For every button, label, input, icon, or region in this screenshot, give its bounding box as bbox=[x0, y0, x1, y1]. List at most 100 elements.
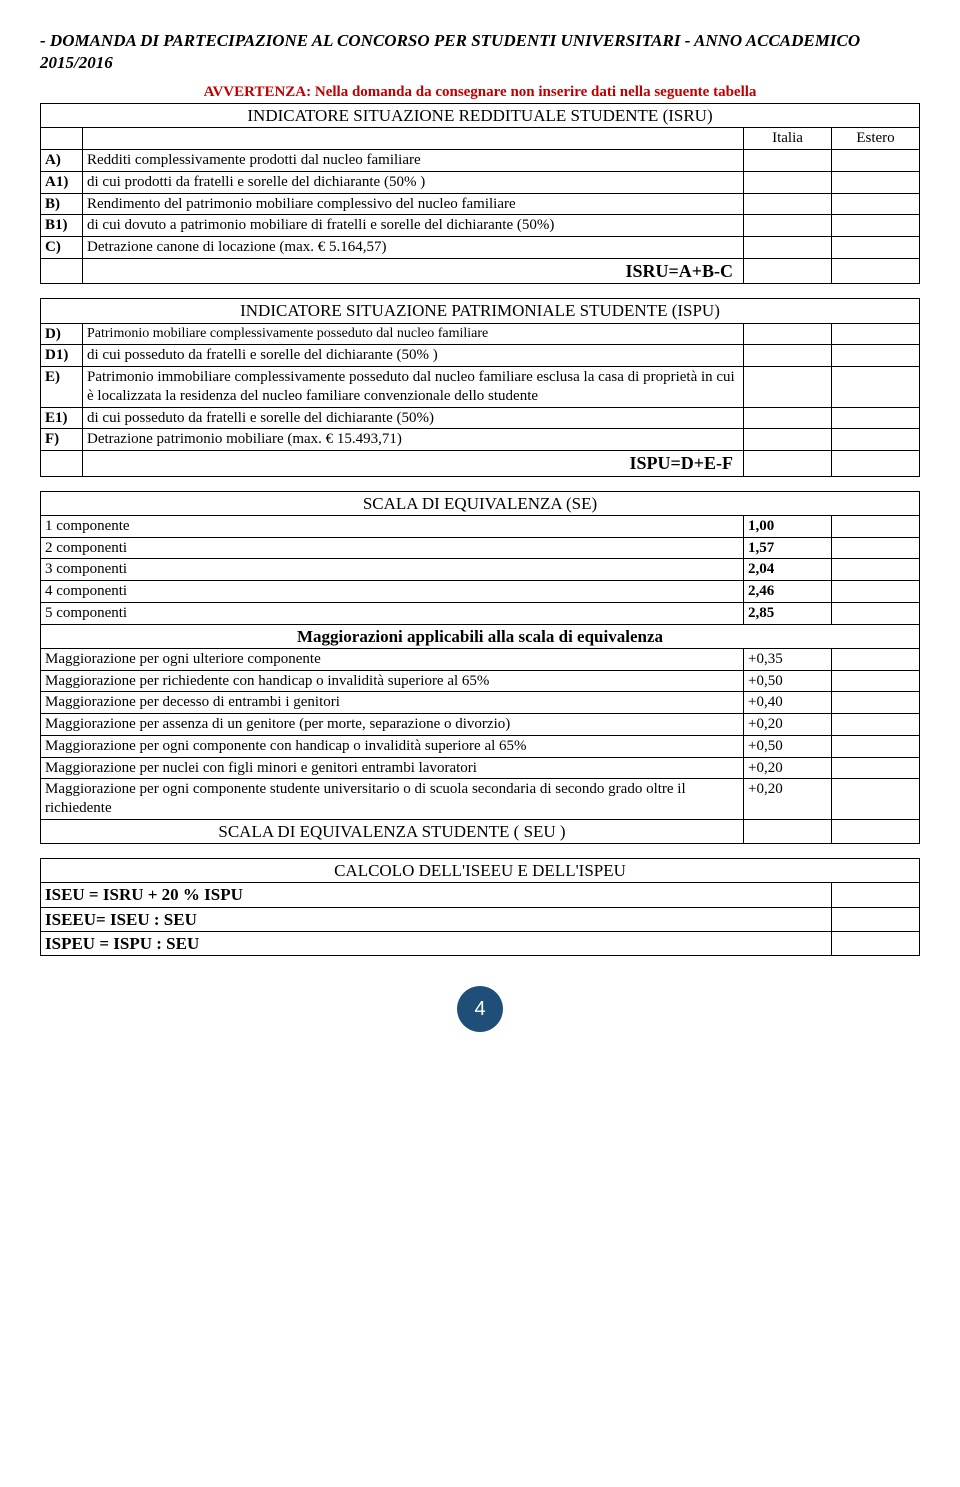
value-cell-estero bbox=[832, 215, 920, 237]
col-estero: Estero bbox=[832, 128, 920, 150]
empty-cell bbox=[41, 451, 83, 477]
componente-label: 4 componenti bbox=[41, 581, 744, 603]
empty-cell bbox=[41, 258, 83, 284]
value-cell-estero bbox=[832, 193, 920, 215]
isru-row: B1) di cui dovuto a patrimonio mobiliare… bbox=[41, 215, 920, 237]
maggiorazione-value: +0,50 bbox=[744, 670, 832, 692]
empty-cell bbox=[83, 128, 744, 150]
value-cell-1 bbox=[744, 451, 832, 477]
row-key: A) bbox=[41, 150, 83, 172]
ispu-row: D) Patrimonio mobiliare complessivamente… bbox=[41, 323, 920, 345]
componente-label: 1 componente bbox=[41, 515, 744, 537]
maggiorazione-value: +0,50 bbox=[744, 735, 832, 757]
value-cell-2 bbox=[832, 367, 920, 408]
maggiorazione-row: Maggiorazione per ogni ulteriore compone… bbox=[41, 648, 920, 670]
value-cell bbox=[832, 602, 920, 624]
row-key: E) bbox=[41, 367, 83, 408]
row-text: Detrazione patrimonio mobiliare (max. € … bbox=[83, 429, 744, 451]
se-table: SCALA DI EQUIVALENZA (SE) 1 componente 1… bbox=[40, 491, 920, 845]
calc-formula: ISPEU = ISPU : SEU bbox=[41, 931, 832, 955]
value-cell-1 bbox=[744, 367, 832, 408]
row-key: D) bbox=[41, 323, 83, 345]
row-text: Rendimento del patrimonio mobiliare comp… bbox=[83, 193, 744, 215]
se-componente-row: 3 componenti 2,04 bbox=[41, 559, 920, 581]
maggiorazioni-title: Maggiorazioni applicabili alla scala di … bbox=[41, 624, 920, 648]
doc-title: - DOMANDA DI PARTECIPAZIONE AL CONCORSO … bbox=[40, 30, 920, 74]
maggiorazione-value: +0,20 bbox=[744, 714, 832, 736]
value-cell-1 bbox=[744, 323, 832, 345]
value-cell-estero bbox=[832, 258, 920, 284]
maggiorazione-row: Maggiorazione per nuclei con figli minor… bbox=[41, 757, 920, 779]
se-componente-row: 4 componenti 2,46 bbox=[41, 581, 920, 603]
avvertenza-warning: AVVERTENZA: Nella domanda da consegnare … bbox=[40, 84, 920, 101]
page-number: 4 bbox=[457, 986, 503, 1032]
value-cell-2 bbox=[832, 323, 920, 345]
row-key: B1) bbox=[41, 215, 83, 237]
value-cell-2 bbox=[832, 345, 920, 367]
maggiorazione-value: +0,20 bbox=[744, 757, 832, 779]
ispu-table: INDICATORE SITUAZIONE PATRIMONIALE STUDE… bbox=[40, 298, 920, 476]
se-componente-row: 1 componente 1,00 bbox=[41, 515, 920, 537]
row-text: Detrazione canone di locazione (max. € 5… bbox=[83, 237, 744, 259]
row-text: di cui prodotti da fratelli e sorelle de… bbox=[83, 171, 744, 193]
componente-value: 1,57 bbox=[744, 537, 832, 559]
row-key: D1) bbox=[41, 345, 83, 367]
value-cell bbox=[832, 537, 920, 559]
row-text: Redditi complessivamente prodotti dal nu… bbox=[83, 150, 744, 172]
isru-row: A) Redditi complessivamente prodotti dal… bbox=[41, 150, 920, 172]
componente-value: 1,00 bbox=[744, 515, 832, 537]
maggiorazione-row: Maggiorazione per decesso di entrambi i … bbox=[41, 692, 920, 714]
ispu-row: D1) di cui posseduto da fratelli e sorel… bbox=[41, 345, 920, 367]
value-cell bbox=[832, 692, 920, 714]
maggiorazione-label: Maggiorazione per ogni componente studen… bbox=[41, 779, 744, 820]
maggiorazione-row: Maggiorazione per ogni componente con ha… bbox=[41, 735, 920, 757]
value-cell-italia bbox=[744, 193, 832, 215]
value-cell-italia bbox=[744, 237, 832, 259]
maggiorazione-label: Maggiorazione per assenza di un genitore… bbox=[41, 714, 744, 736]
row-text: di cui posseduto da fratelli e sorelle d… bbox=[83, 345, 744, 367]
isru-result: ISRU=A+B-C bbox=[83, 258, 744, 284]
row-text: di cui dovuto a patrimonio mobiliare di … bbox=[83, 215, 744, 237]
maggiorazione-value: +0,20 bbox=[744, 779, 832, 820]
calc-formula: ISEU = ISRU + 20 % ISPU bbox=[41, 883, 832, 907]
row-text: di cui posseduto da fratelli e sorelle d… bbox=[83, 407, 744, 429]
row-text: Patrimonio mobiliare complessivamente po… bbox=[83, 323, 744, 345]
isru-row: A1) di cui prodotti da fratelli e sorell… bbox=[41, 171, 920, 193]
componente-value: 2,04 bbox=[744, 559, 832, 581]
col-italia: Italia bbox=[744, 128, 832, 150]
calc-formula: ISEEU= ISEU : SEU bbox=[41, 907, 832, 931]
value-cell bbox=[832, 515, 920, 537]
ispu-result: ISPU=D+E-F bbox=[83, 451, 744, 477]
value-cell bbox=[832, 883, 920, 907]
value-cell bbox=[744, 819, 832, 843]
value-cell bbox=[832, 648, 920, 670]
seu-label: SCALA DI EQUIVALENZA STUDENTE ( SEU ) bbox=[41, 819, 744, 843]
value-cell bbox=[832, 779, 920, 820]
value-cell-estero bbox=[832, 150, 920, 172]
componente-label: 5 componenti bbox=[41, 602, 744, 624]
componente-value: 2,46 bbox=[744, 581, 832, 603]
maggiorazione-label: Maggiorazione per ogni ulteriore compone… bbox=[41, 648, 744, 670]
value-cell bbox=[832, 670, 920, 692]
row-text: Patrimonio immobiliare complessivamente … bbox=[83, 367, 744, 408]
value-cell-1 bbox=[744, 345, 832, 367]
value-cell-1 bbox=[744, 429, 832, 451]
value-cell-italia bbox=[744, 150, 832, 172]
isru-title: INDICATORE SITUAZIONE REDDITUALE STUDENT… bbox=[41, 104, 920, 128]
maggiorazione-label: Maggiorazione per nuclei con figli minor… bbox=[41, 757, 744, 779]
maggiorazione-value: +0,40 bbox=[744, 692, 832, 714]
se-componente-row: 2 componenti 1,57 bbox=[41, 537, 920, 559]
empty-cell bbox=[41, 128, 83, 150]
isru-row: C) Detrazione canone di locazione (max. … bbox=[41, 237, 920, 259]
ispu-title: INDICATORE SITUAZIONE PATRIMONIALE STUDE… bbox=[41, 299, 920, 323]
se-title: SCALA DI EQUIVALENZA (SE) bbox=[41, 491, 920, 515]
maggiorazione-label: Maggiorazione per richiedente con handic… bbox=[41, 670, 744, 692]
ispu-row: E) Patrimonio immobiliare complessivamen… bbox=[41, 367, 920, 408]
value-cell bbox=[832, 581, 920, 603]
value-cell-estero bbox=[832, 171, 920, 193]
isru-table: INDICATORE SITUAZIONE REDDITUALE STUDENT… bbox=[40, 103, 920, 284]
row-key: F) bbox=[41, 429, 83, 451]
value-cell-italia bbox=[744, 258, 832, 284]
value-cell bbox=[832, 735, 920, 757]
maggiorazione-label: Maggiorazione per decesso di entrambi i … bbox=[41, 692, 744, 714]
